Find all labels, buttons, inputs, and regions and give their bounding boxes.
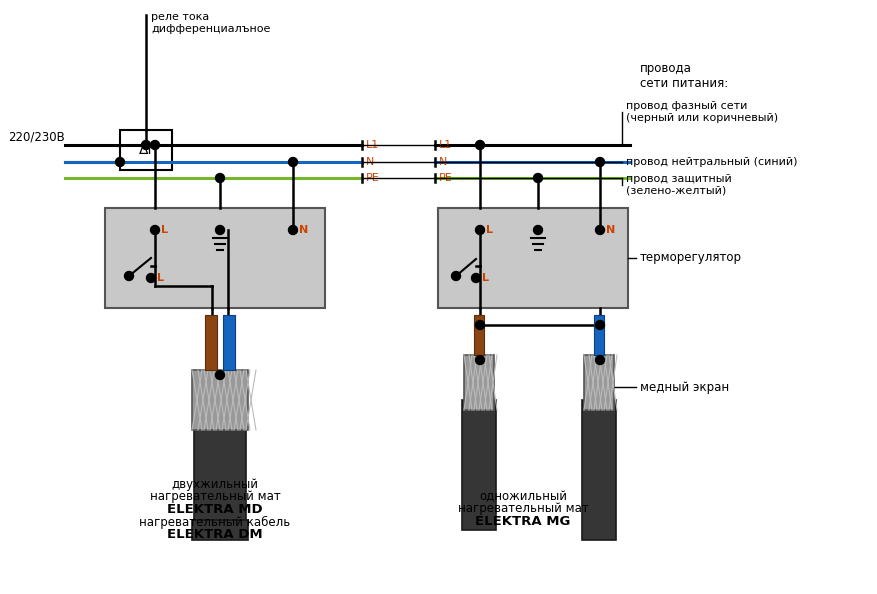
Text: провода
сети питания:: провода сети питания: <box>639 62 727 90</box>
Text: ELEKTRA MD: ELEKTRA MD <box>167 503 262 516</box>
Text: N: N <box>366 157 374 167</box>
Circle shape <box>475 321 484 330</box>
Bar <box>438 208 627 308</box>
Circle shape <box>289 226 297 235</box>
Text: двухжильный: двухжильный <box>171 478 258 491</box>
Circle shape <box>595 321 603 330</box>
Circle shape <box>533 226 542 235</box>
Text: терморегулятор: терморегулятор <box>639 251 741 264</box>
Text: L: L <box>481 273 488 283</box>
Circle shape <box>116 157 125 166</box>
Text: N: N <box>438 157 447 167</box>
Text: реле тока
дифференциалъное: реле тока дифференциалъное <box>151 12 270 34</box>
Text: нагревательный кабель: нагревательный кабель <box>139 516 290 529</box>
Circle shape <box>475 226 484 235</box>
Bar <box>204 315 217 370</box>
Circle shape <box>595 355 603 365</box>
Circle shape <box>595 226 603 235</box>
Circle shape <box>150 141 160 150</box>
Circle shape <box>595 157 603 166</box>
Text: L: L <box>160 225 168 235</box>
Text: PE: PE <box>366 173 380 183</box>
Text: нагревательный мат: нагревательный мат <box>149 490 280 503</box>
Circle shape <box>125 271 133 280</box>
Bar <box>461 400 496 530</box>
Bar <box>581 400 616 540</box>
Text: L1: L1 <box>366 140 379 150</box>
Text: провод защитный
(зелено-желтый): провод защитный (зелено-желтый) <box>625 174 731 196</box>
Text: ELEKTRA DM: ELEKTRA DM <box>167 528 262 541</box>
Bar <box>223 315 235 370</box>
Bar <box>105 208 324 308</box>
Bar <box>463 355 494 410</box>
Text: медный экран: медный экран <box>639 381 728 393</box>
Circle shape <box>475 355 484 365</box>
Bar <box>120 130 172 170</box>
Text: N: N <box>299 225 308 235</box>
Bar <box>583 355 613 410</box>
Bar <box>192 370 247 430</box>
Text: L1: L1 <box>438 140 452 150</box>
Circle shape <box>475 141 484 150</box>
Text: 220/230В: 220/230В <box>8 131 65 144</box>
Circle shape <box>141 141 150 150</box>
Bar <box>194 420 246 530</box>
Circle shape <box>146 273 155 283</box>
Bar <box>594 315 603 355</box>
Text: ELEKTRA MG: ELEKTRA MG <box>474 515 570 528</box>
Circle shape <box>289 157 297 166</box>
Text: нагревательный мат: нагревательный мат <box>457 502 588 515</box>
Text: одножильный: одножильный <box>479 490 567 503</box>
Text: L: L <box>157 273 164 283</box>
Text: L: L <box>486 225 493 235</box>
Text: провод фазный сети
(черный или коричневый): провод фазный сети (черный или коричневы… <box>625 101 777 123</box>
Circle shape <box>533 173 542 182</box>
Circle shape <box>215 371 225 380</box>
Circle shape <box>215 173 225 182</box>
Text: PE: PE <box>438 173 453 183</box>
Circle shape <box>150 226 160 235</box>
Circle shape <box>471 273 480 283</box>
Text: N: N <box>605 225 615 235</box>
Text: ΔI: ΔI <box>139 143 153 157</box>
Bar <box>474 315 483 355</box>
Circle shape <box>215 226 225 235</box>
Circle shape <box>451 271 460 280</box>
Text: провод нейтральный (синий): провод нейтральный (синий) <box>625 157 796 167</box>
Bar <box>192 520 247 540</box>
